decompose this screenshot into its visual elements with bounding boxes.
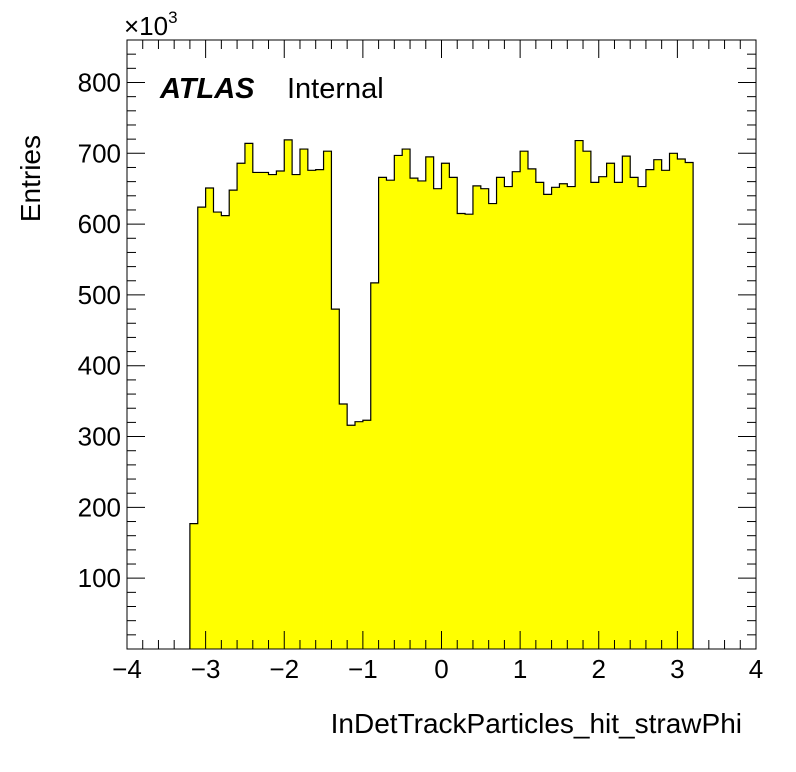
x-tick-label: 1: [513, 654, 527, 684]
y-tick-label: 100: [78, 563, 121, 593]
histogram-outline: [189, 139, 694, 649]
histogram-bin: [645, 169, 655, 649]
y-tick-label: 500: [78, 280, 121, 310]
histogram-bin: [590, 182, 600, 649]
histogram-bin: [417, 180, 427, 650]
y-tick-label: 200: [78, 492, 121, 522]
x-tick-labels: −4 −3 −2 −1 0 1 2 3 4: [112, 654, 763, 684]
histogram-bin: [433, 188, 442, 649]
axis-ticks: [126, 39, 757, 649]
histogram-bin: [622, 156, 631, 649]
histogram-bin: [221, 215, 230, 649]
histogram-bin: [276, 171, 285, 649]
histogram-bin: [465, 214, 474, 649]
x-tick-label: −1: [348, 654, 378, 684]
histogram-bin: [441, 163, 450, 649]
x-tick-label: −4: [112, 654, 142, 684]
histogram-bin: [449, 177, 458, 649]
histogram-bin: [268, 174, 277, 650]
x-tick-label: 3: [670, 654, 684, 684]
x-tick-label: −2: [269, 654, 299, 684]
y-tick-label: 800: [78, 67, 121, 97]
histogram-bin: [284, 139, 293, 649]
histogram-bin: [205, 188, 214, 649]
histogram-bin: [504, 186, 513, 649]
histogram-bin: [299, 149, 309, 650]
histogram-bin: [378, 177, 387, 649]
y-tick-label: 600: [78, 209, 121, 239]
x-tick-label: 4: [749, 654, 763, 684]
histogram-bin: [496, 177, 505, 649]
histogram-bin: [559, 183, 568, 649]
x-tick-label: 2: [592, 654, 606, 684]
histogram-bin: [339, 403, 348, 649]
histogram-bin: [653, 159, 663, 649]
histogram-bin: [362, 420, 372, 649]
histogram-bin: [551, 187, 560, 650]
histogram-bin: [229, 190, 238, 649]
histogram-bin: [535, 182, 545, 649]
histogram-bin: [292, 174, 301, 650]
y-tick-label: 700: [78, 138, 121, 168]
histogram-bin: [677, 158, 686, 649]
y-tick-label: 400: [78, 351, 121, 381]
histogram-bin: [370, 282, 379, 649]
histogram-bin: [394, 155, 403, 649]
histogram-bin: [402, 149, 411, 650]
histogram-bin: [543, 194, 552, 649]
histogram-bin: [252, 172, 262, 650]
histogram-bin: [213, 212, 222, 649]
histogram-bin: [598, 176, 608, 650]
histogram-bin: [520, 151, 529, 649]
histogram-bin: [527, 168, 537, 649]
histogram-bin: [307, 170, 317, 650]
histogram-bin: [488, 203, 497, 649]
histogram-bin: [323, 151, 332, 649]
y-tick-labels: 100 200 300 400 500 600 700 800: [78, 67, 121, 593]
histogram-bin: [630, 177, 639, 649]
histogram-bin: [457, 213, 466, 650]
histogram-bin: [606, 163, 615, 649]
histogram-bin: [355, 421, 364, 649]
histogram-bin: [197, 207, 207, 649]
y-axis-title: Entries: [15, 135, 46, 222]
atlas-label: ATLAS: [159, 73, 255, 105]
histogram-bin: [480, 188, 490, 649]
histogram-bin: [315, 169, 324, 649]
histogram-bin: [661, 170, 670, 650]
histogram-bin: [189, 523, 199, 649]
histogram-bin: [244, 143, 254, 649]
histogram-bars: [189, 139, 694, 650]
y-tick-label: 300: [78, 422, 121, 452]
x-tick-label: 0: [434, 654, 448, 684]
histogram-bin: [237, 163, 246, 649]
y-multiplier: ×103: [124, 8, 178, 41]
histogram-bin: [331, 309, 340, 649]
histogram-bin: [472, 185, 482, 649]
histogram-bin: [583, 151, 592, 649]
internal-label: Internal: [287, 73, 384, 105]
histogram-bin: [347, 425, 356, 649]
histogram-bin: [575, 140, 584, 649]
histogram-bin: [410, 178, 419, 649]
histogram-bin: [669, 153, 678, 650]
histogram-bin: [638, 186, 647, 649]
histogram-bin: [685, 162, 694, 649]
histogram-bin: [614, 182, 623, 649]
histogram-bin: [386, 180, 395, 649]
x-axis-title: InDetTrackParticles_hit_strawPhi: [331, 708, 742, 739]
histogram-bin: [260, 172, 269, 650]
histogram-bin: [567, 186, 576, 649]
x-tick-label: −3: [191, 654, 221, 684]
histogram-bin: [425, 156, 435, 649]
histogram-bin: [512, 171, 521, 649]
